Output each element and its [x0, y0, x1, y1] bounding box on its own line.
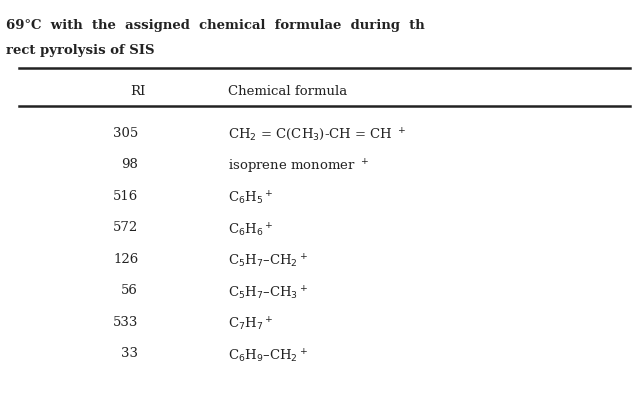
Text: C$_6$H$_5$$^+$: C$_6$H$_5$$^+$	[228, 190, 273, 207]
Text: C$_5$H$_7$–CH$_3$$^+$: C$_5$H$_7$–CH$_3$$^+$	[228, 284, 308, 302]
Text: isoprene monomer $^+$: isoprene monomer $^+$	[228, 158, 369, 176]
Text: 533: 533	[113, 316, 138, 329]
Text: Chemical formula: Chemical formula	[228, 85, 347, 98]
Text: RI: RI	[131, 85, 146, 98]
Text: 516: 516	[113, 190, 138, 203]
Text: C$_6$H$_9$–CH$_2$$^+$: C$_6$H$_9$–CH$_2$$^+$	[228, 347, 308, 365]
Text: 33: 33	[122, 347, 138, 360]
Text: 98: 98	[122, 158, 138, 171]
Text: 56: 56	[122, 284, 138, 297]
Text: rect pyrolysis of SIS: rect pyrolysis of SIS	[6, 44, 155, 56]
Text: C$_7$H$_7$$^+$: C$_7$H$_7$$^+$	[228, 316, 273, 333]
Text: CH$_2$ = C(CH$_3$)-CH = CH $^+$: CH$_2$ = C(CH$_3$)-CH = CH $^+$	[228, 127, 406, 143]
Text: C$_6$H$_6$$^+$: C$_6$H$_6$$^+$	[228, 221, 273, 239]
Text: C$_5$H$_7$–CH$_2$$^+$: C$_5$H$_7$–CH$_2$$^+$	[228, 253, 308, 270]
Text: 69°C  with  the  assigned  chemical  formulae  during  th: 69°C with the assigned chemical formulae…	[6, 19, 425, 32]
Text: 305: 305	[113, 127, 138, 139]
Text: 572: 572	[113, 221, 138, 234]
Text: 126: 126	[113, 253, 138, 266]
